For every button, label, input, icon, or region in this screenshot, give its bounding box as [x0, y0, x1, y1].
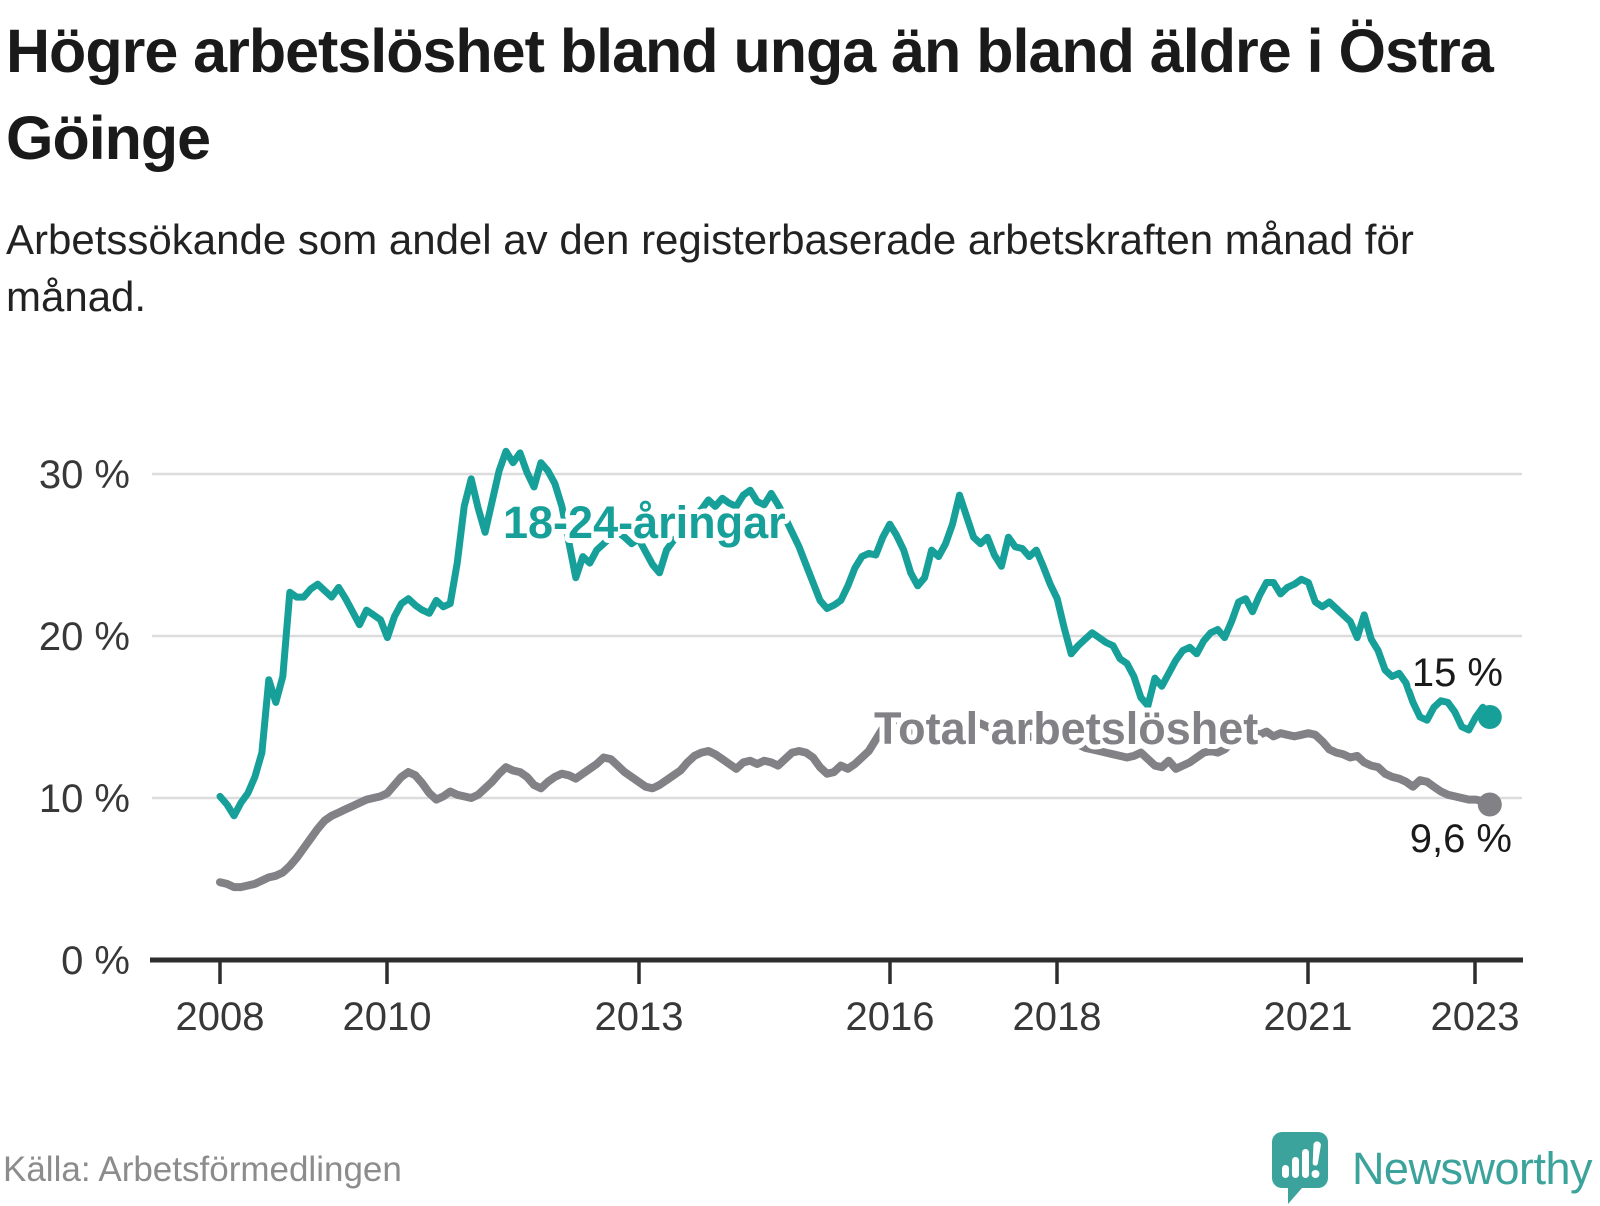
exclamation: [1312, 1141, 1321, 1166]
exclamation-dot: [1311, 1170, 1320, 1178]
x-tick-label-2018: 2018: [1013, 995, 1102, 1039]
x-tick-label-2016: 2016: [846, 995, 935, 1039]
bar-2: [1291, 1157, 1299, 1178]
source-note: Källa: Arbetsförmedlingen: [3, 1150, 402, 1189]
series-line-youth: [216, 447, 1494, 820]
x-tick-label-2021: 2021: [1264, 995, 1353, 1039]
x-tick-label-2013: 2013: [595, 995, 684, 1039]
bar-1: [1281, 1165, 1289, 1178]
series-line-total: [216, 717, 1494, 892]
end-label-total: 9,6 %: [1410, 817, 1512, 861]
x-tick-label-2023: 2023: [1431, 995, 1520, 1039]
y-tick-label-30: 30 %: [39, 453, 130, 497]
series-end-dot-youth: [1477, 705, 1502, 729]
newsworthy-logo: Newsworthy: [1271, 1132, 1593, 1206]
page-subtitle: Arbetssökande som andel av den registerb…: [6, 216, 1414, 320]
series-end-dot-total: [1477, 792, 1502, 817]
end-label-youth: 15 %: [1412, 651, 1503, 695]
series-label-total: Total arbetslöshet: [874, 703, 1258, 754]
bar-3: [1301, 1149, 1309, 1178]
line-chart: 30 % 20 % 10 % 0 % 2008 2010 2013 2016 2…: [39, 447, 1523, 1039]
y-tick-label-20: 20 %: [39, 615, 130, 659]
y-tick-label-10: 10 %: [39, 777, 130, 821]
x-tick-label-2008: 2008: [176, 995, 265, 1039]
series-label-youth: 18-24-åringar: [503, 497, 786, 548]
y-tick-label-0: 0 %: [61, 939, 130, 983]
page-title: Högre arbetslöshet bland unga än bland ä…: [6, 17, 1494, 172]
x-tick-label-2010: 2010: [343, 995, 432, 1039]
newsworthy-logo-text: Newsworthy: [1351, 1143, 1593, 1194]
newsworthy-logo-icon: [1271, 1132, 1328, 1204]
